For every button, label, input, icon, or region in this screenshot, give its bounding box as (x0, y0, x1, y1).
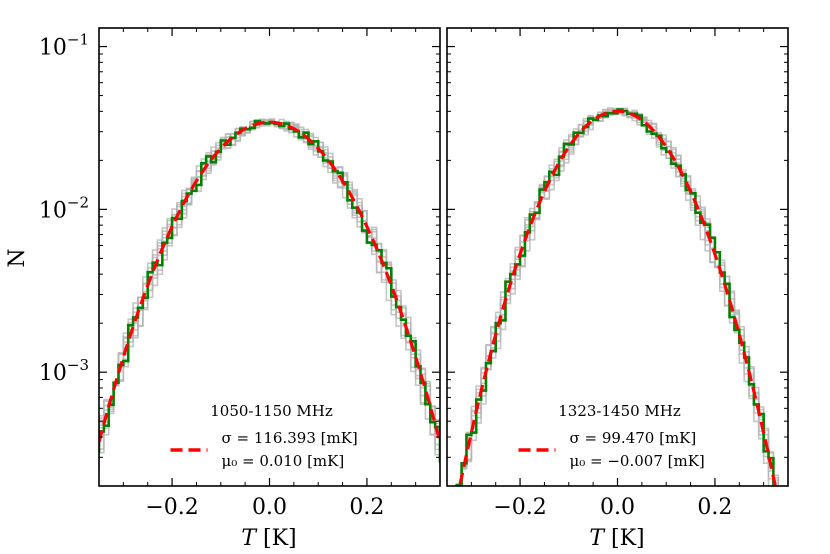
red-gaussian-fit (458, 109, 777, 486)
svg-text:T [K]: T [K] (589, 526, 644, 551)
axes: −0.2 0.0 0.2 (446, 27, 789, 520)
plot-area (455, 107, 780, 486)
red-gaussian-fit (99, 120, 440, 443)
x-tick-label: −0.2 (145, 495, 198, 520)
legend: 1050-1150 MHz σ = 116.393 [mK] μ₀ = 0.010 … (170, 402, 358, 470)
legend-sigma: σ = 99.470 [mK] (570, 429, 697, 447)
x-tick-label: −0.2 (493, 495, 546, 520)
panel-left: −0.2 0.0 0.2 10−3 10−2 10−1 1050-1150 MHz σ = 1… (39, 27, 441, 520)
y-tick-label: 10−3 (39, 356, 89, 386)
legend-mu: μ₀ = 0.010 [mK] (222, 452, 345, 470)
x-axis-title-right: T [K] (589, 526, 644, 551)
x-tick-label: 0.0 (600, 495, 635, 520)
gray-histogram-2 (460, 107, 780, 486)
x-tick-label: 0.0 (252, 495, 287, 520)
x-tick-label: 0.2 (349, 495, 384, 520)
y-tick-label: 10−1 (39, 31, 89, 61)
gray-histogram-4 (460, 107, 780, 486)
y-tick-label: 10−2 (39, 193, 89, 223)
plot-area (99, 118, 440, 471)
green-histogram (455, 108, 775, 486)
gray-histogram-5 (460, 107, 775, 486)
x-tick-label: 0.2 (697, 495, 732, 520)
axes-frame (446, 27, 789, 487)
y-axis-title: N (5, 248, 30, 267)
axes-frame (98, 27, 441, 487)
legend: 1323-1450 MHz σ = 99.470 [mK] μ₀ = −0.007 … (518, 402, 705, 470)
legend-sigma: σ = 116.393 [mK] (222, 429, 358, 447)
panel-right: −0.2 0.0 0.2 1323-1450 MHz σ = 99.470 [mK] μ₀… (446, 27, 789, 520)
gray-histogram-7 (460, 107, 775, 486)
svg-text:T [K]: T [K] (241, 526, 296, 551)
legend-mu: μ₀ = −0.007 [mK] (570, 452, 705, 470)
band-label: 1323-1450 MHz (558, 402, 681, 420)
green-histogram (99, 119, 440, 463)
x-axis-title-left: T [K] (241, 526, 296, 551)
axes: −0.2 0.0 0.2 10−3 10−2 10−1 (39, 27, 441, 520)
band-label: 1050-1150 MHz (210, 402, 333, 420)
